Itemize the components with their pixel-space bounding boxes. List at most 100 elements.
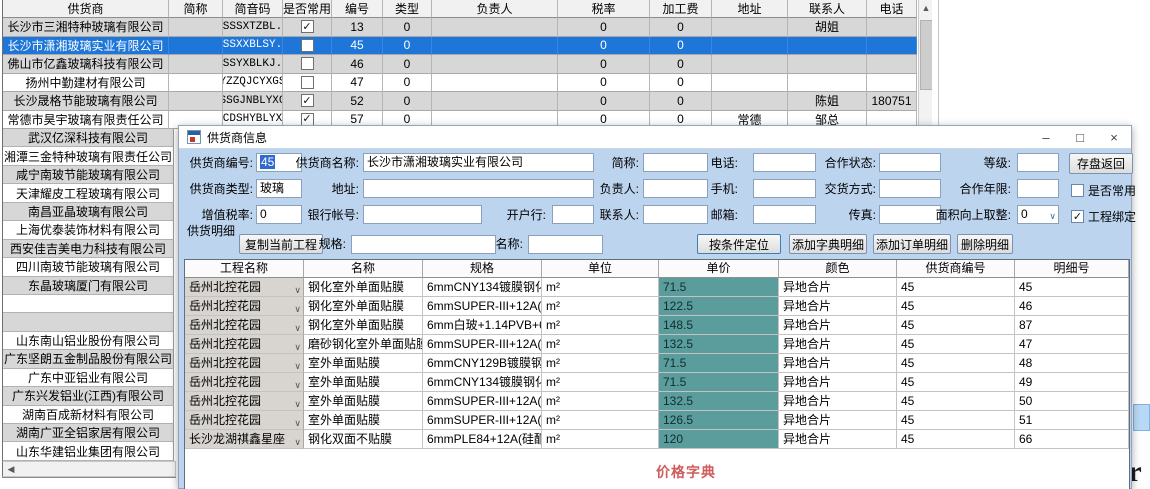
- grid-column-header[interactable]: 名称: [304, 260, 423, 278]
- grid-row[interactable]: 岳州北控花园∨室外单面贴膜6mmCNY129B镀膜钢化m²71.5异地合片454…: [185, 354, 1129, 373]
- supplier-id-input[interactable]: 45: [256, 153, 302, 172]
- grid-row[interactable]: 岳州北控花园 ∨ 钢化室外单面贴膜 6mmCNY134镀膜钢化 m² 71.5 异地合片 45…: [185, 278, 1129, 297]
- common-use-checkbox[interactable]: [300, 20, 314, 34]
- fax-input[interactable]: [879, 205, 941, 224]
- spec-filter-input[interactable]: [351, 235, 496, 254]
- dialog-titlebar[interactable]: 供货商信息 – □ ×: [179, 126, 1131, 149]
- grid-column-header[interactable]: 工程名称: [185, 260, 304, 278]
- column-header[interactable]: 加工费: [650, 0, 712, 18]
- locate-by-condition-button[interactable]: 按条件定位: [697, 234, 781, 254]
- mobile-input[interactable]: [753, 179, 816, 198]
- project-name-combo[interactable]: 岳州北控花园 ∨: [185, 373, 304, 392]
- chevron-down-icon[interactable]: ∨: [294, 361, 301, 371]
- grid-column-header[interactable]: 单位: [542, 260, 659, 278]
- list-item[interactable]: 广东兴发铝业(江西)有限公司: [3, 387, 174, 406]
- column-header[interactable]: 简音码: [223, 0, 283, 18]
- bank-account-input[interactable]: [363, 205, 482, 224]
- minimize-icon[interactable]: –: [1042, 129, 1050, 145]
- list-item[interactable]: 武汉亿深科技有限公司: [3, 129, 174, 148]
- round-up-input[interactable]: 0 ∨: [1017, 205, 1059, 224]
- list-item[interactable]: 西安佳吉美电力科技有限公司: [3, 239, 174, 259]
- unit-price-cell[interactable]: 71.5: [659, 373, 779, 392]
- delete-detail-button[interactable]: 删除明细: [957, 234, 1013, 254]
- email-input[interactable]: [753, 205, 816, 224]
- supplier-name-input[interactable]: 长沙市潇湘玻璃实业有限公司: [363, 153, 594, 172]
- unit-price-cell[interactable]: 132.5: [659, 392, 779, 411]
- column-header[interactable]: 类型: [383, 0, 432, 18]
- chevron-down-icon[interactable]: ∨: [294, 418, 301, 428]
- chevron-down-icon[interactable]: ∨: [1049, 211, 1056, 221]
- chevron-down-icon[interactable]: ∨: [294, 285, 301, 295]
- unit-price-cell[interactable]: 120: [659, 430, 779, 449]
- table-row[interactable]: 扬州中勤建材有限公司 YZZQJCYXGS 47 0 0 0: [3, 73, 919, 92]
- chevron-down-icon[interactable]: ∨: [294, 399, 301, 409]
- project-name-combo[interactable]: 岳州北控花园 ∨: [185, 335, 304, 354]
- unit-price-cell[interactable]: 132.5: [659, 335, 779, 354]
- suppliers-table-vscrollbar[interactable]: ▲: [918, 0, 932, 129]
- grid-column-header[interactable]: 供货商编号: [897, 260, 1015, 278]
- coop-status-input[interactable]: [879, 153, 941, 172]
- contact-input[interactable]: [643, 205, 708, 224]
- grid-row[interactable]: 岳州北控花园∨钢化室外单面贴膜6mm白玻+1.14PVB+6mm...m²148…: [185, 316, 1129, 335]
- name-filter-input[interactable]: [528, 235, 603, 254]
- project-name-combo[interactable]: 岳州北控花园 ∨: [185, 278, 304, 297]
- vat-input[interactable]: 0: [256, 205, 302, 224]
- project-name-combo[interactable]: 长沙龙湖祺鑫星座 ∨: [185, 430, 304, 449]
- grid-row[interactable]: 岳州北控花园∨室外单面贴膜6mmSUPER-III+12A(硅...m²126.…: [185, 411, 1129, 430]
- grid-column-header[interactable]: 规格: [423, 260, 542, 278]
- column-header[interactable]: 简称: [169, 0, 223, 18]
- project-name-combo[interactable]: 岳州北控花园 ∨: [185, 316, 304, 335]
- vscroll-thumb[interactable]: [920, 20, 932, 90]
- project-name-combo[interactable]: 岳州北控花园 ∨: [185, 392, 304, 411]
- list-item[interactable]: 广东坚朗五金制品股份有限公司: [3, 350, 174, 369]
- supplier-type-input[interactable]: 玻璃: [256, 179, 302, 198]
- maximize-icon[interactable]: □: [1076, 129, 1084, 145]
- grade-input[interactable]: [1017, 153, 1059, 172]
- list-item[interactable]: [3, 313, 174, 332]
- add-order-detail-button[interactable]: 添加订单明细: [873, 234, 951, 254]
- list-item[interactable]: 山东南山铝业股份有限公司: [3, 331, 174, 351]
- unit-price-cell[interactable]: 148.5: [659, 316, 779, 335]
- list-item[interactable]: 南昌亚晶玻璃有限公司: [3, 202, 174, 222]
- grid-row[interactable]: 长沙龙湖祺鑫星座∨钢化双面不贴膜6mmPLE84+12A(硅酮胶...m²120…: [185, 430, 1129, 449]
- column-header[interactable]: 是否常用: [283, 0, 332, 18]
- grid-column-header[interactable]: 单价: [659, 260, 779, 278]
- list-item[interactable]: 湖南广亚全铝家居有限公司: [3, 424, 174, 443]
- list-item[interactable]: 四川南玻节能玻璃有限公司: [3, 258, 174, 277]
- common-use-checkbox[interactable]: [300, 112, 314, 126]
- chevron-down-icon[interactable]: ∨: [294, 323, 301, 333]
- scroll-up-icon[interactable]: ▲: [919, 0, 932, 16]
- grid-row[interactable]: 岳州北控花园∨磨砂钢化室外单面贴膜6mmSUPER-III+12A(硅...m²…: [185, 335, 1129, 354]
- grid-row[interactable]: 岳州北控花园 ∨ 室外单面贴膜 6mmCNY134镀膜钢化 m² 71.5 异地合片 45 49: [185, 373, 1129, 392]
- grid-row[interactable]: 岳州北控花园∨室外单面贴膜6mmSUPER-III+12A(硅...m²132.…: [185, 392, 1129, 411]
- coop-years-input[interactable]: [1017, 179, 1059, 198]
- list-item[interactable]: 天津耀皮工程玻璃有限公司: [3, 184, 174, 203]
- suppliers-table-hscrollbar[interactable]: ◀: [2, 461, 176, 477]
- chevron-down-icon[interactable]: ∨: [294, 437, 301, 447]
- column-header[interactable]: 电话: [867, 0, 917, 18]
- column-header[interactable]: 税率: [558, 0, 650, 18]
- common-use-checkbox[interactable]: [300, 57, 314, 71]
- copy-current-project-button[interactable]: 复制当前工程: [239, 234, 323, 254]
- common-use-checkbox[interactable]: [300, 75, 314, 89]
- grid-column-header[interactable]: 明细号: [1015, 260, 1129, 278]
- common-use-checkbox[interactable]: 是否常用: [1071, 182, 1136, 199]
- column-header[interactable]: 联系人: [788, 0, 867, 18]
- chevron-down-icon[interactable]: ∨: [294, 380, 301, 390]
- list-item[interactable]: 上海优泰装饰材料有限公司: [3, 221, 174, 240]
- table-row[interactable]: 长沙晟格节能玻璃有限公司CSSGJNBLYXGS52000陈姐180751: [3, 92, 919, 111]
- column-header[interactable]: 负责人: [432, 0, 558, 18]
- phone-input[interactable]: [753, 153, 816, 172]
- common-use-checkbox[interactable]: [300, 94, 314, 108]
- list-item[interactable]: 湖南百成新材料有限公司: [3, 405, 174, 424]
- unit-price-cell[interactable]: 122.5: [659, 297, 779, 316]
- unit-price-cell[interactable]: 71.5: [659, 354, 779, 373]
- list-item[interactable]: 东晶玻璃厦门有限公司: [3, 276, 174, 295]
- list-item[interactable]: 咸宁南玻节能玻璃有限公司: [3, 165, 174, 185]
- grid-row[interactable]: 岳州北控花园∨钢化室外单面贴膜6mmSUPER-III+12A(硅...m²12…: [185, 297, 1129, 316]
- chevron-down-icon[interactable]: ∨: [294, 304, 301, 314]
- delivery-input[interactable]: [879, 179, 941, 198]
